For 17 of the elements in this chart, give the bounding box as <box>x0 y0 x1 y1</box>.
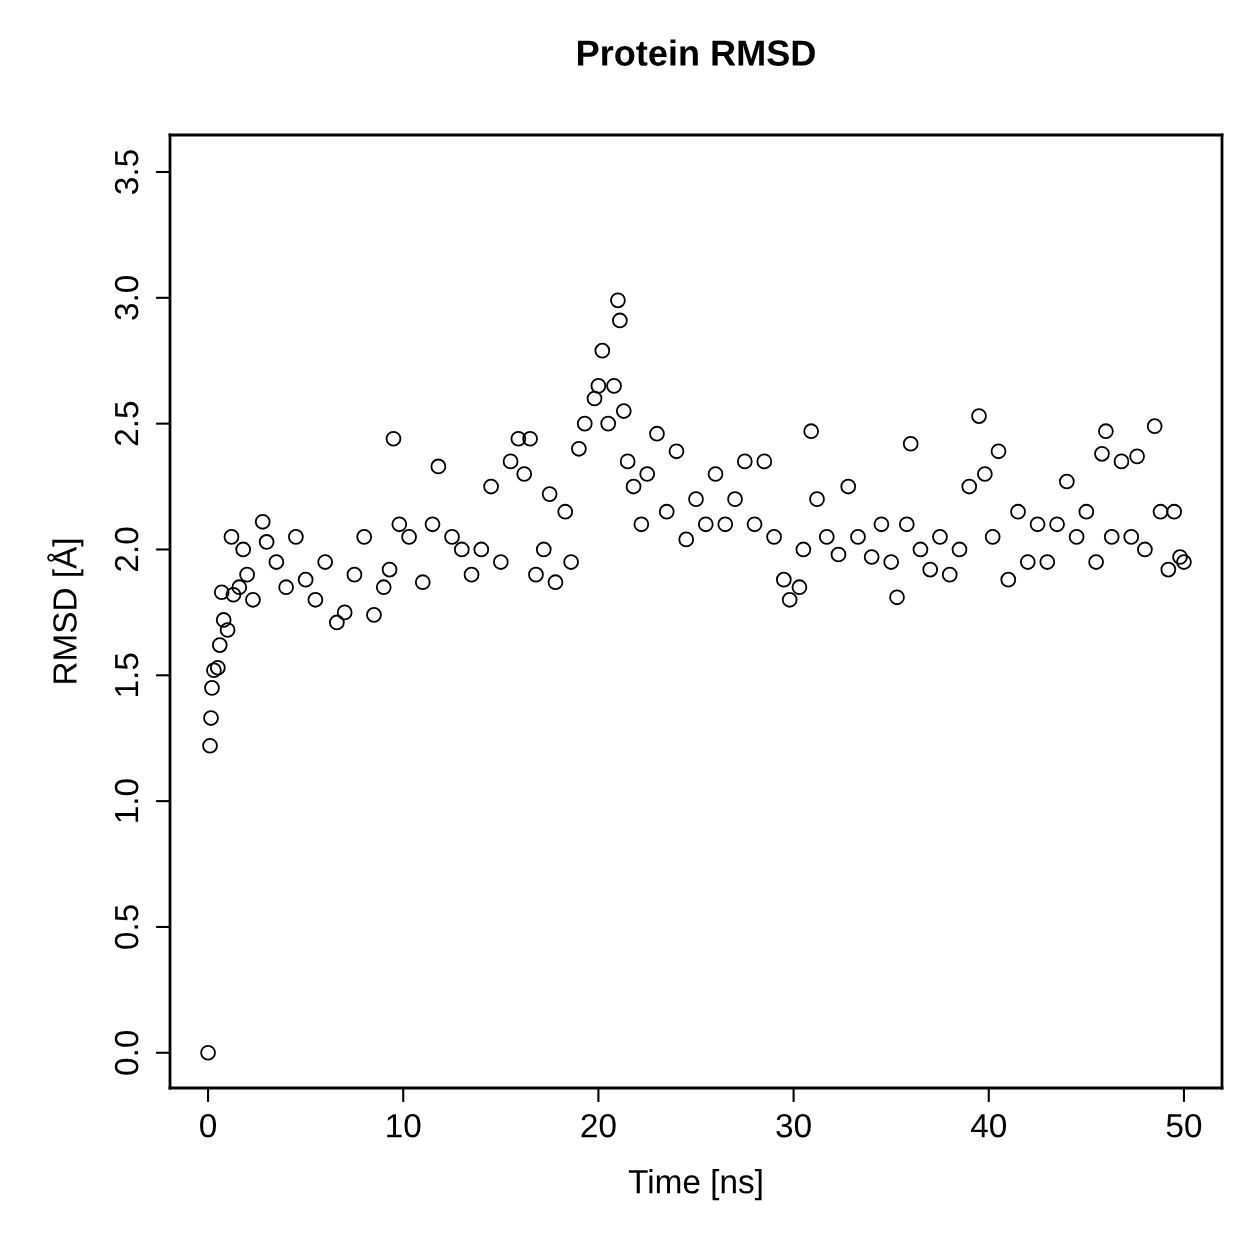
x-tick-label: 40 <box>970 1113 1006 1138</box>
y-tick-label: 1.5 <box>115 653 139 696</box>
x-axis-title: Time [ns] <box>628 1169 762 1201</box>
x-tick-label: 30 <box>776 1113 811 1138</box>
y-tick-label: 1.0 <box>114 779 139 822</box>
y-tick-label: 3.0 <box>114 275 139 320</box>
y-tick-label: 2.0 <box>114 527 139 571</box>
y-tick-label: 2.5 <box>114 401 139 446</box>
x-tick-label: 10 <box>387 1113 421 1138</box>
y-tick-label: 0.0 <box>114 1030 139 1075</box>
x-tick-label: 0 <box>200 1113 217 1138</box>
y-tick-label: 0.5 <box>114 905 139 949</box>
y-tick-label: 3.5 <box>114 150 139 194</box>
chart-title: Protein RMSD <box>578 39 815 66</box>
x-tick-label: 20 <box>581 1113 616 1138</box>
y-axis-title: RMSD [Å] <box>47 539 84 683</box>
x-tick-label: 50 <box>1166 1113 1202 1138</box>
